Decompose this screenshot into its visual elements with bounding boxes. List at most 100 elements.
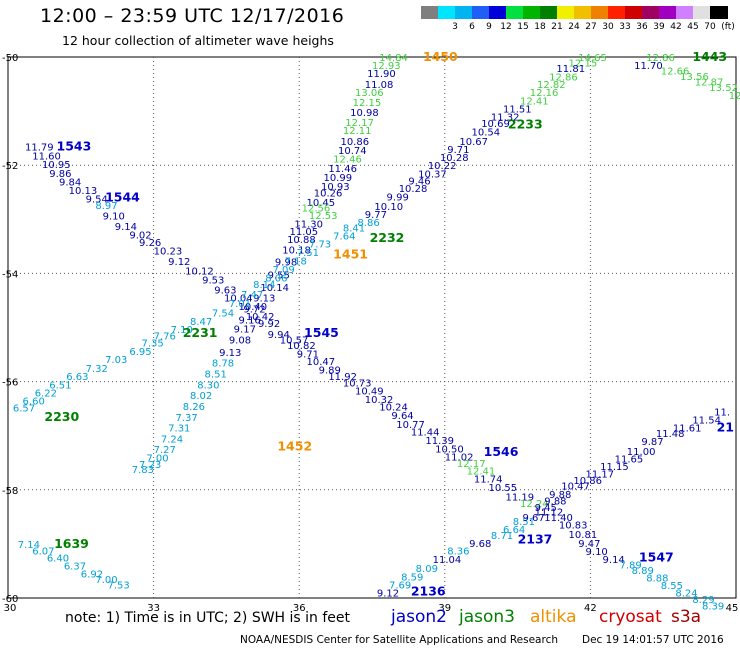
wave-height-label: 9.14 (603, 555, 625, 566)
wave-height-label: 9.86 (49, 169, 71, 180)
wave-height-label: 9.55 (268, 270, 290, 281)
wave-height-label: 11.92 (328, 372, 357, 383)
wave-height-label: 12.86 (646, 53, 675, 64)
lon-tick-label: 36 (293, 603, 306, 614)
legend-label: 42 (670, 22, 682, 32)
wave-height-label: 9.46 (408, 176, 430, 187)
wave-height-label: 9.10 (586, 547, 608, 558)
legend-label: 15 (517, 22, 529, 32)
legend-swatch (523, 6, 541, 19)
wave-height-label: 10.40 (239, 302, 268, 313)
wave-height-label: 11.02 (445, 452, 474, 463)
satellite-name-cryosat: cryosat (599, 607, 662, 627)
wave-height-label: 10.67 (459, 137, 488, 148)
wave-height-label: 10.55 (488, 483, 517, 494)
wave-height-label: 6.92 (81, 570, 103, 581)
wave-height-label: 12.15 (353, 98, 382, 109)
wave-height-label: 12.41 (520, 96, 549, 107)
wave-height-label: 7.32 (86, 364, 108, 375)
pass-label: 2230 (44, 409, 79, 424)
wave-height-label: 11.12 (535, 507, 564, 518)
wave-height-label: 9.53 (202, 275, 224, 286)
wave-height-label: 7.18 (285, 256, 307, 267)
lat-tick-label: -58 (2, 486, 18, 497)
wave-height-label: 8.71 (491, 531, 513, 542)
wave-height-label: 9.16 (239, 315, 261, 326)
wave-height-label: 6.63 (66, 372, 88, 383)
pass-label: 1450 (423, 49, 458, 64)
wave-height-label: 11.00 (627, 447, 656, 458)
wave-height-label: 10.04 (224, 294, 253, 305)
lat-tick-label: -52 (2, 161, 18, 172)
wave-height-label: 9.71 (447, 145, 469, 156)
wave-height-label: 8.41 (343, 223, 365, 234)
wave-height-label: 6.51 (49, 380, 71, 391)
wave-height-label: 6.95 (129, 347, 151, 358)
wave-height-label: 6.37 (64, 562, 86, 573)
wave-height-label: 10.47 (561, 481, 590, 492)
pass-label: 2231 (183, 325, 218, 340)
wave-height-label: 8.59 (401, 572, 423, 583)
wave-height-label: 7.83 (132, 465, 154, 476)
wave-height-label: 11.17 (586, 470, 615, 481)
legend-swatch (557, 6, 575, 19)
wave-height-label: 9.88 (549, 490, 571, 501)
legend-swatch (608, 6, 626, 19)
wave-height-label: 9.45 (535, 503, 557, 514)
legend-label: 33 (619, 22, 631, 32)
wave-height-label: 9.47 (578, 539, 600, 550)
wave-height-label: 9.14 (115, 222, 137, 233)
wave-height-label: 12.11 (343, 126, 372, 137)
wave-height-label: 11.65 (615, 454, 644, 465)
satellite-name-jason2: jason2 (391, 607, 447, 627)
wave-height-label: 10.81 (569, 530, 598, 541)
wave-height-label: 6.22 (35, 388, 57, 399)
legend-label: 12 (500, 22, 512, 32)
wave-height-label: 9.12 (377, 589, 399, 600)
wave-height-label: 10.28 (440, 153, 469, 164)
lon-tick-label: 39 (438, 603, 451, 614)
legend-label: 45 (687, 22, 699, 32)
wave-height-label: 8.89 (632, 566, 654, 577)
wave-height-label: 9.64 (391, 411, 413, 422)
wave-height-label: 10.10 (374, 202, 403, 213)
wave-height-label: 7.27 (154, 445, 176, 456)
wave-height-label: 7.03 (105, 355, 127, 366)
wave-height-label: 10.95 (42, 160, 71, 171)
legend-label: 21 (551, 22, 563, 32)
wave-height-label: 7.00 (95, 575, 117, 586)
wave-height-label: 9.13 (219, 348, 241, 359)
wave-height-label: 8.02 (190, 391, 212, 402)
wave-height-label: 12.53 (309, 211, 338, 222)
pass-label: 1452 (277, 439, 312, 454)
wave-height-label: 12.66 (661, 67, 690, 78)
pass-label: 2136 (411, 584, 446, 599)
legend-label: 70 (704, 22, 716, 32)
lat-tick-label: -56 (2, 378, 18, 389)
legend-label: 3 (452, 22, 458, 32)
pass-label: 2233 (508, 117, 543, 132)
legend-swatch (438, 6, 456, 19)
wave-height-label: 14.65 (578, 53, 607, 64)
wave-height-label: 10.74 (338, 146, 367, 157)
wave-height-label: 11.44 (411, 427, 440, 438)
wave-height-label: 9.77 (365, 210, 387, 221)
wave-height-label: 6.60 (23, 397, 45, 408)
wave-height-label: 11.46 (328, 164, 357, 175)
legend-swatch (455, 6, 473, 19)
pass-label: 1451 (333, 246, 368, 261)
wave-height-label: 10.22 (428, 161, 457, 172)
wave-height-label: 10.88 (287, 235, 316, 246)
wave-height-label: 7.37 (175, 413, 197, 424)
wave-height-label: 11. (714, 407, 730, 418)
wave-height-label: 7.89 (620, 560, 642, 571)
pass-label: 1639 (54, 536, 89, 551)
wave-height-label: 9.02 (129, 230, 151, 241)
wave-height-label: 9.68 (469, 539, 491, 550)
legend-label: 18 (534, 22, 546, 32)
pass-label: 1545 (304, 325, 339, 340)
legend-swatch (642, 6, 660, 19)
legend-swatch (472, 6, 490, 19)
wave-height-label: 10.32 (365, 395, 394, 406)
wave-height-label: 11.32 (491, 113, 520, 124)
